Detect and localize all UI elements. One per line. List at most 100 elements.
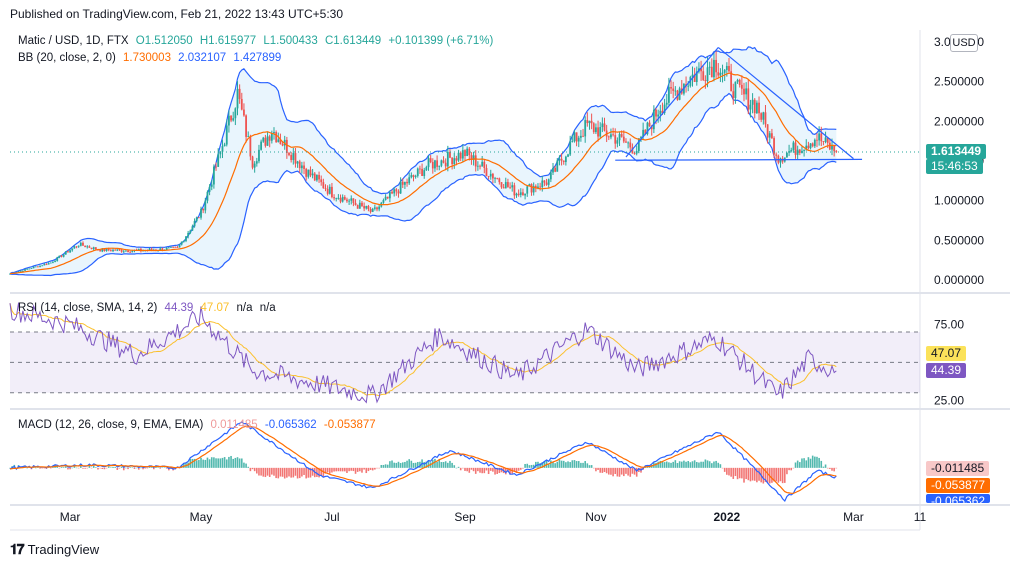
candle-body [464, 150, 466, 157]
time-tick-label: 2022 [713, 510, 740, 524]
macd-hist-bar [356, 467, 359, 472]
macd-hist-bar [331, 467, 333, 473]
macd-hist-bar [794, 462, 797, 468]
candle-body [300, 165, 303, 169]
macd-hist-bar [110, 467, 112, 468]
price-tick-label: 1.000000 [934, 194, 984, 208]
published-label: Published on TradingView.com, Feb 21, 20… [10, 7, 343, 21]
candle-body [442, 160, 445, 163]
rsi-label[interactable]: RSI (14, close, SMA, 14, 2) [18, 302, 158, 314]
macd-hist-bar [831, 467, 833, 471]
candle-body [303, 165, 305, 169]
candle-body [86, 246, 89, 248]
macd-hist-bar [455, 467, 458, 469]
macd-hist-bar [580, 462, 582, 468]
macd-label[interactable]: MACD (12, 26, close, 9, EMA, EMA) [18, 419, 204, 431]
macd-hist-bar [631, 467, 634, 474]
candle-body [672, 88, 675, 91]
candle-body [285, 139, 288, 154]
footer-brand[interactable]: TradingView [27, 542, 100, 557]
macd-hist-bar [816, 456, 818, 468]
macd-hist-bar [550, 460, 552, 468]
macd-hist-bar [567, 461, 569, 468]
macd-hist-bar [213, 457, 215, 468]
macd-hist-bar [150, 467, 153, 468]
candle-body [393, 189, 396, 194]
macd-hist-bar [41, 467, 43, 469]
macd-hist-bar [695, 462, 698, 468]
candle-body [84, 245, 87, 248]
candle-body [365, 206, 368, 209]
candle-body [751, 99, 754, 105]
candle-body [210, 184, 213, 187]
macd-hist-bar [365, 467, 368, 474]
macd-hist-bar [69, 467, 71, 470]
candle-body [629, 142, 632, 148]
macd-hist-bar [616, 467, 619, 477]
candle-body [515, 193, 518, 196]
time-tick-label: 11 [914, 510, 927, 524]
candle-body [740, 84, 743, 89]
candle-body [305, 168, 308, 177]
macd-hist-bar [472, 467, 475, 472]
macd-hist-bar [552, 462, 554, 468]
currency-button[interactable]: USD [950, 34, 978, 52]
macd-hist-bar [298, 467, 301, 479]
candle-body [485, 168, 488, 176]
candle-body [421, 168, 423, 176]
macd-hist-bar [657, 461, 659, 468]
candle-body [695, 71, 698, 82]
candle-body [122, 251, 125, 253]
macd-hist-bar [256, 467, 258, 474]
macd-hist-bar [689, 462, 692, 468]
candle-body [637, 138, 640, 152]
symbol-label[interactable]: Matic / USD, 1D, FTX [18, 35, 129, 47]
macd-hist-bar [92, 465, 95, 468]
macd-hist-bar [805, 460, 808, 468]
macd-hist-bar [107, 466, 110, 468]
macd-hist-bar [367, 467, 370, 472]
candle-body [479, 165, 481, 167]
macd-hist-bar [122, 467, 125, 471]
candle-body [734, 81, 737, 99]
macd-hist-bar [58, 467, 61, 469]
macd-hist-bar [665, 461, 668, 468]
macd-hist-bar [468, 467, 471, 473]
candle-body [715, 59, 718, 73]
time-tick-label: Sep [454, 510, 476, 524]
candle-body [648, 122, 651, 127]
candle-body [620, 134, 623, 137]
macd-hist-bar [773, 467, 775, 482]
macd-hist-bar [67, 467, 69, 470]
candle-body [223, 144, 226, 147]
candle-body [82, 242, 84, 246]
macd-hist-bar [62, 467, 65, 468]
candle-body [290, 155, 293, 161]
macd-hist-bar [618, 467, 621, 477]
macd-hist-bar [680, 461, 683, 468]
macd-hist-bar [719, 464, 722, 468]
candle-body [414, 175, 417, 177]
candle-body [58, 255, 61, 258]
high-value: H1.615977 [199, 35, 257, 47]
bb-label[interactable]: BB (20, close, 2, 0) [18, 52, 116, 64]
macd-hist-bar [509, 467, 511, 475]
candle-body [346, 199, 348, 202]
macd-hist-bar [462, 467, 464, 469]
macd-hist-bar [504, 467, 507, 475]
macd-hist-bar [728, 467, 730, 476]
macd-hist-bar [743, 467, 745, 483]
candle-body [24, 269, 26, 271]
macd-hist-bar [833, 467, 835, 472]
macd-hist-bar [826, 467, 829, 469]
macd-hist-bar [756, 467, 758, 483]
macd-hist-bar [219, 458, 222, 468]
candle-body [245, 115, 247, 137]
candle-body [324, 188, 327, 189]
macd-hist-bar [693, 460, 696, 468]
candle-body [558, 158, 561, 161]
candle-body [251, 156, 254, 168]
candle-body [215, 166, 217, 168]
candle-body [429, 158, 432, 163]
